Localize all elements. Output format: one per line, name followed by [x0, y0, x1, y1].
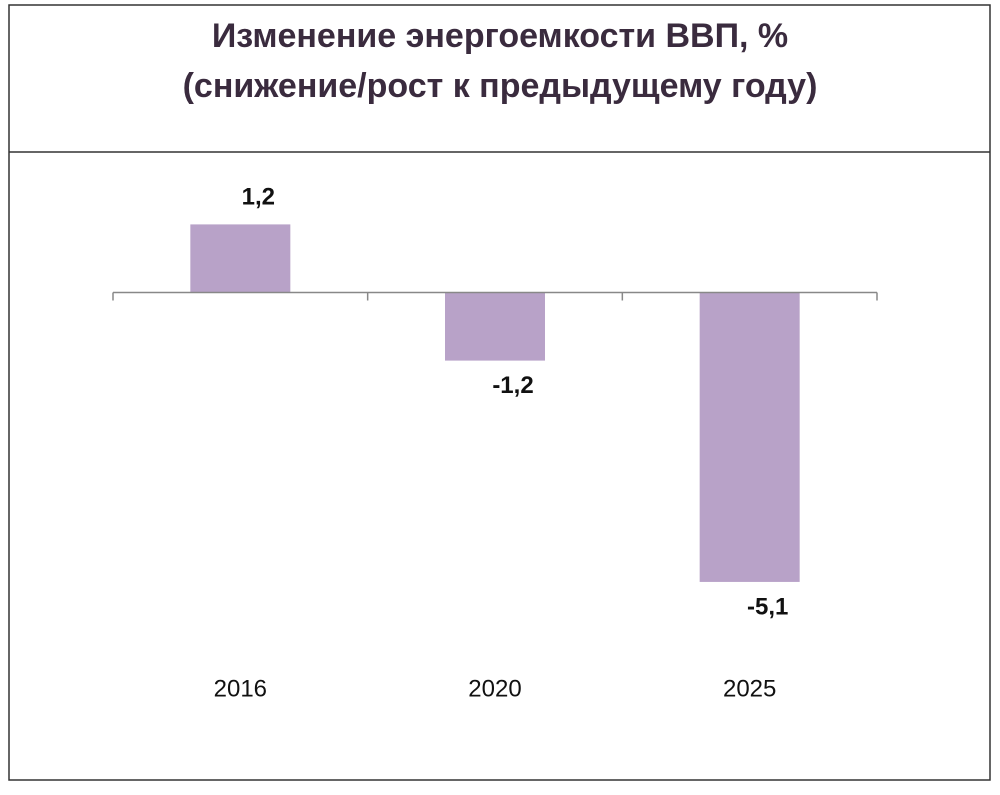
value-label: 1,2 — [242, 184, 275, 211]
chart-frame — [8, 4, 991, 781]
chart-title: Изменение энергоемкости ВВП, % — [212, 17, 788, 55]
x-tick-label: 2016 — [214, 675, 267, 702]
bar — [190, 224, 291, 293]
value-label: -5,1 — [747, 593, 788, 620]
x-tick-label: 2025 — [723, 675, 776, 702]
bar — [445, 292, 545, 361]
bar — [699, 292, 800, 582]
x-tick-label: 2020 — [468, 675, 521, 702]
value-label: -1,2 — [492, 372, 533, 399]
chart-subtitle: (снижение/рост к предыдущему году) — [183, 67, 818, 105]
